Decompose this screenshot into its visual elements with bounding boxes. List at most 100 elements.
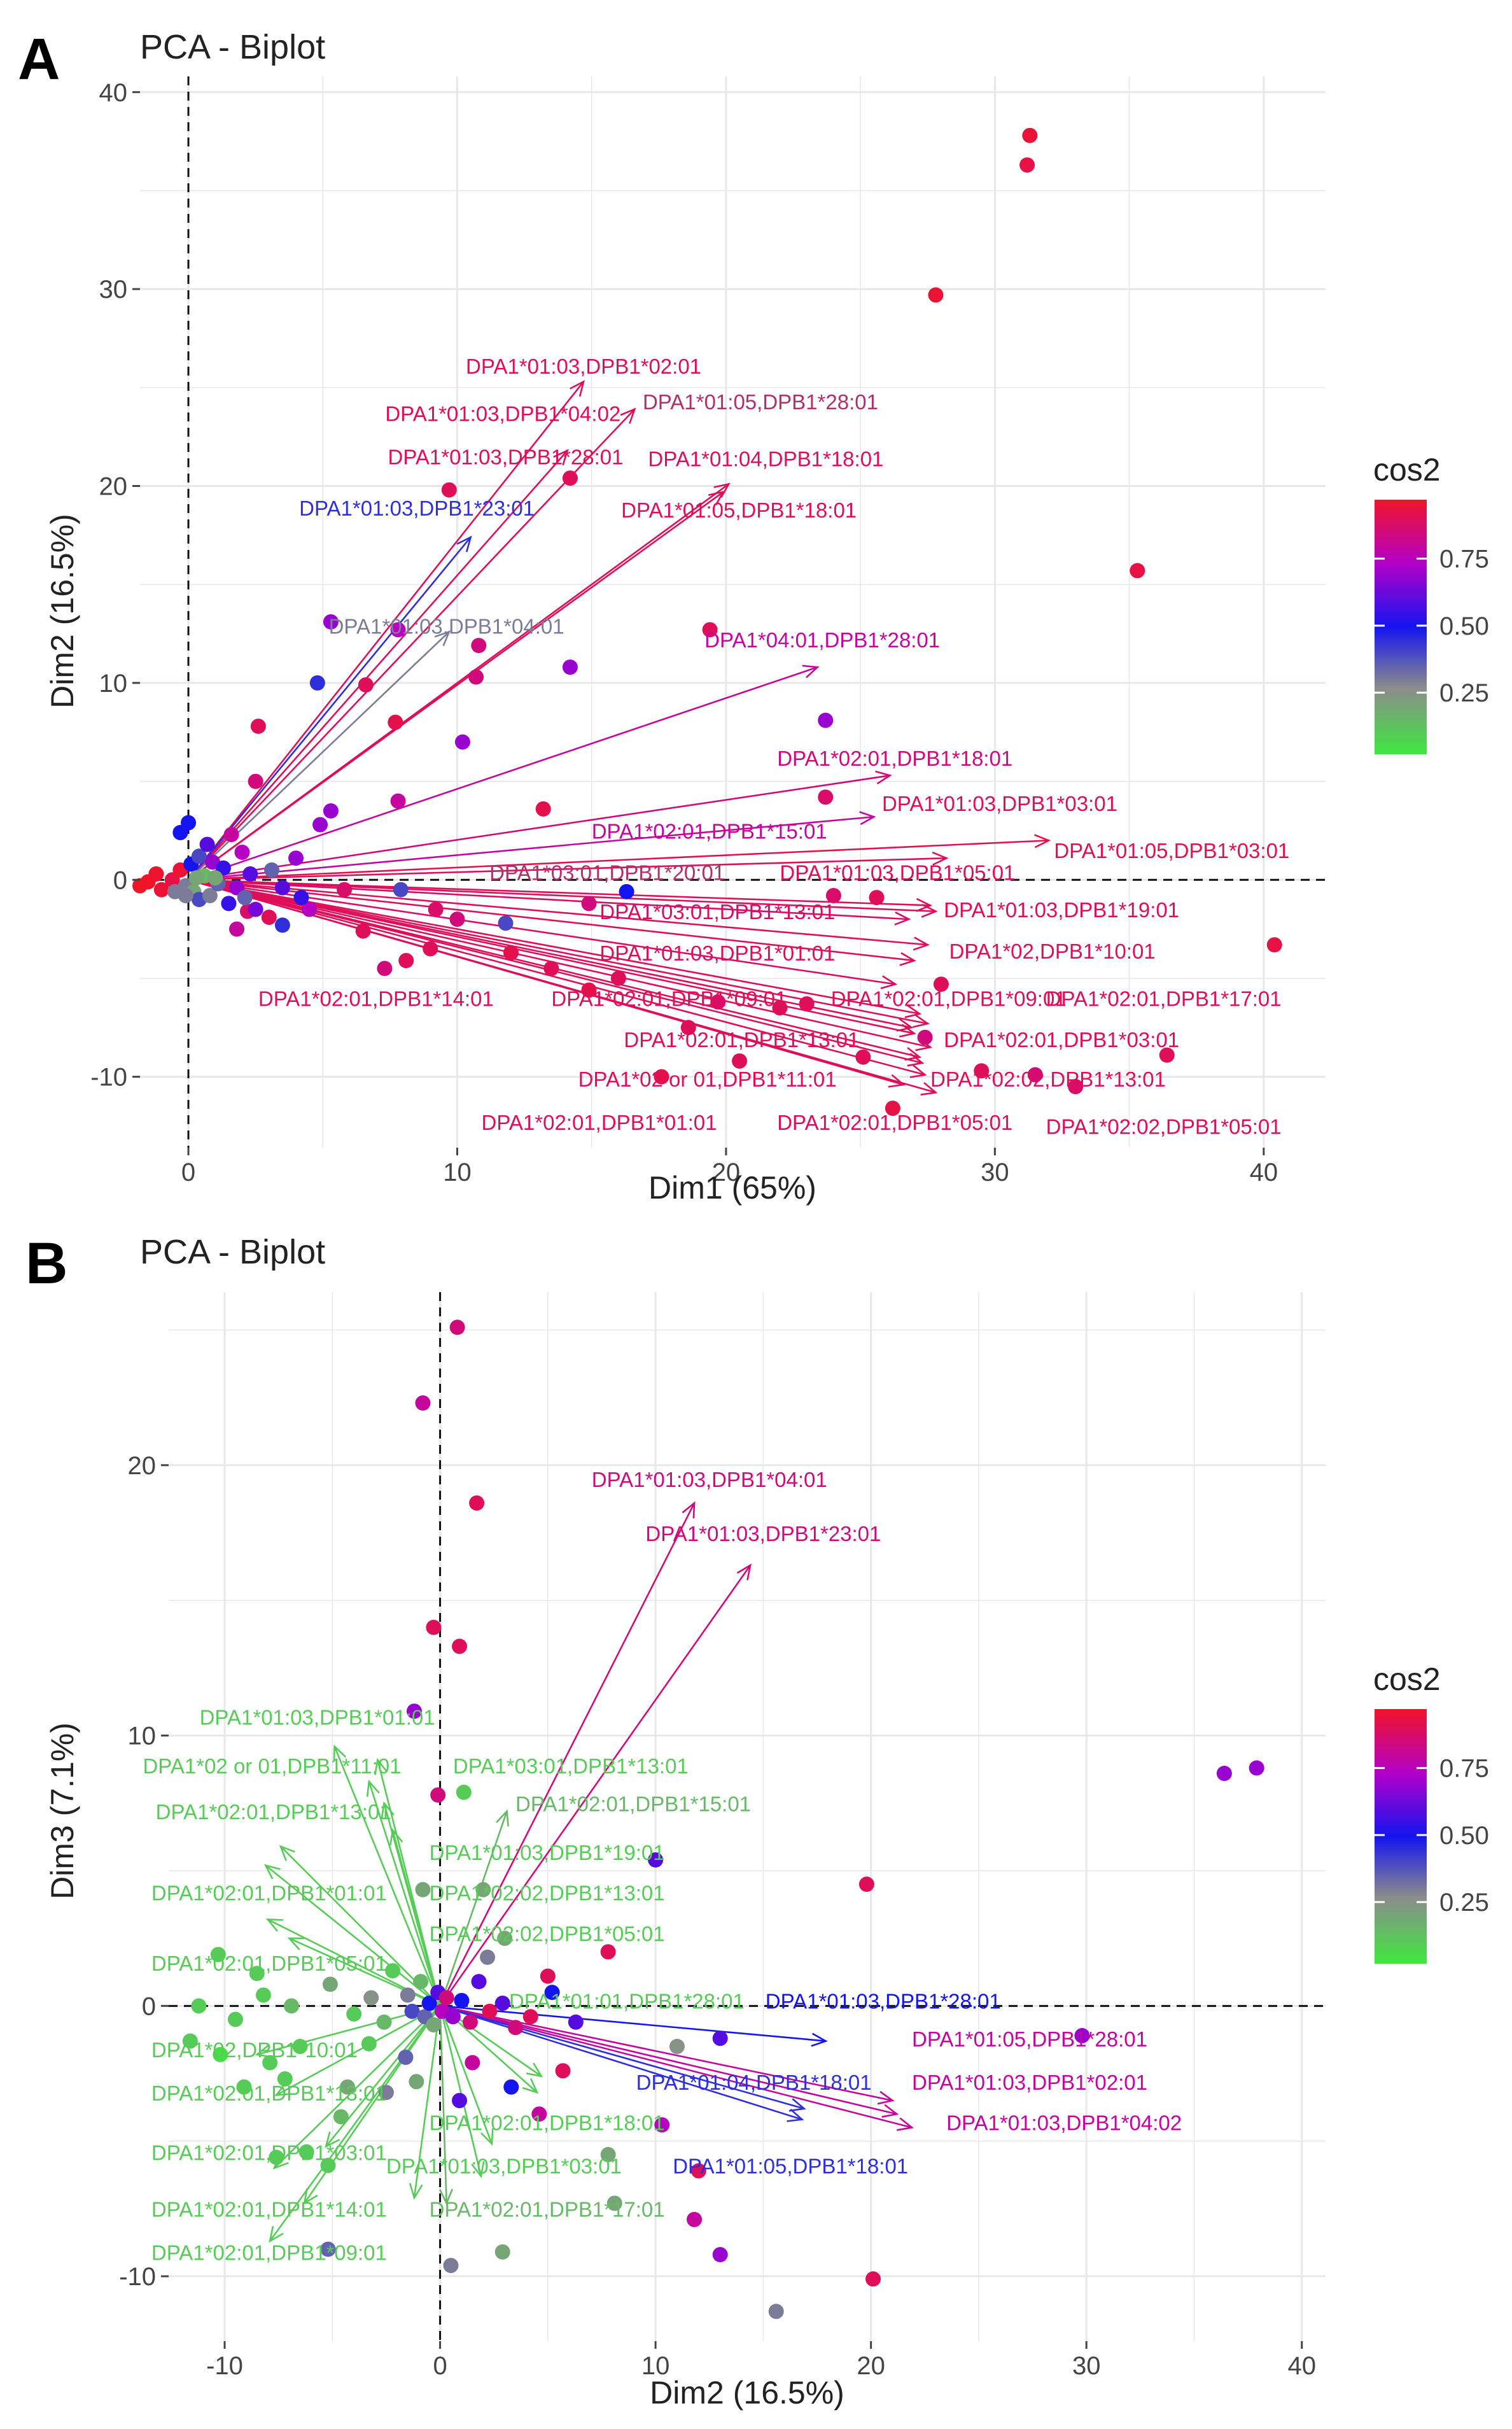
individual-point [322, 1976, 338, 1992]
individual-point [454, 734, 470, 750]
individual-point [1074, 2028, 1090, 2044]
arrow-label: DPA1*02:02,DPB1*13:01 [930, 1067, 1166, 1091]
x-axis-label-b: Dim2 (16.5%) [650, 2375, 844, 2411]
individual-point [468, 669, 484, 685]
arrow-label: DPA1*02:01,DPB1*01:01 [482, 1111, 717, 1134]
individual-point [482, 2003, 498, 2019]
individual-point [562, 470, 578, 486]
individual-point [400, 1987, 416, 2003]
individual-point [181, 815, 197, 831]
individual-point [376, 2014, 392, 2030]
individual-point [269, 2150, 284, 2165]
individual-point [732, 1053, 748, 1069]
individual-point [390, 793, 406, 809]
x-tick-label: 0 [433, 2352, 447, 2380]
reference-lines-b [169, 1292, 1326, 2341]
variable-arrow [440, 2005, 804, 2122]
y-tick: 0 [142, 1992, 169, 2020]
panel-letter-b: B [25, 1231, 67, 1296]
individual-point [1266, 937, 1282, 953]
x-tick-label: 10 [443, 1158, 472, 1186]
individual-point [471, 1974, 487, 1990]
panel-letter-a: A [18, 27, 60, 92]
individual-point [449, 912, 465, 927]
individual-point [298, 2144, 314, 2160]
panel-b: B PCA - Biplot DPA1*01:03,DPB1*04:01DPA1… [25, 1231, 1489, 2411]
individual-point [885, 1101, 900, 1116]
arrow-label: DPA1*02:01,DPB1*05:01 [777, 1111, 1012, 1134]
individual-point [262, 2055, 278, 2071]
arrow-label: DPA1*01:05,DPB1*18:01 [621, 498, 857, 522]
individual-point [865, 2271, 881, 2287]
individual-point [312, 817, 328, 833]
individual-point [648, 1852, 664, 1868]
individual-point [207, 870, 223, 886]
legend-tick-label: 0.25 [1439, 1889, 1489, 1917]
legend-tick: 0.50 [1375, 612, 1489, 640]
x-tick: 0 [181, 1148, 195, 1186]
individual-point [610, 970, 626, 986]
arrow-labels-b: DPA1*01:03,DPB1*04:01 DPA1*01:03,DPB1*23:… [143, 1468, 1182, 2265]
x-tick-label: 10 [641, 2352, 670, 2380]
individual-point [568, 2014, 584, 2030]
arrow-label: DPA1*02:01,DPB1*09:01 [831, 987, 1067, 1010]
arrow-label: DPA1*02:01,DPB1*17:01 [430, 2198, 665, 2221]
plot-panel-b [169, 1292, 1326, 2341]
y-tick-label: 30 [99, 276, 128, 304]
individual-point [452, 2092, 468, 2108]
individual-point [1159, 1047, 1175, 1063]
legend-tick-label: 0.75 [1439, 546, 1489, 574]
variable-arrow [188, 665, 820, 881]
individual-point [355, 923, 371, 939]
individual-point [531, 2106, 547, 2122]
arrow-label: DPA1*01:03,DPB1*01:01 [200, 1706, 435, 1729]
individual-point [426, 1619, 442, 1635]
individual-point [274, 917, 290, 933]
individual-point [543, 961, 559, 976]
individual-point [508, 2020, 524, 2036]
legend-tick-label: 0.25 [1439, 679, 1489, 707]
arrow-label: DPA1*02:01,DPB1*09:01 [551, 987, 787, 1010]
arrow-label: DPA1*02:01,DPB1*15:01 [592, 819, 827, 843]
individual-point [562, 659, 578, 675]
arrow-label: DPA1*01:03,DPB1*23:01 [645, 1522, 881, 1545]
individual-point [415, 1882, 431, 1897]
x-tick: 0 [433, 2341, 447, 2380]
legend-a: cos2 0.75 0.50 0.25 [1373, 452, 1489, 754]
legend-tick-label: 0.50 [1439, 1822, 1489, 1850]
arrow-label: DPA1*02:01,DPB1*13:01 [156, 1800, 391, 1824]
individual-point [199, 836, 215, 852]
arrow-label: DPA1*01:05,DPB1*28:01 [643, 390, 878, 414]
individual-point [606, 2195, 622, 2211]
individual-point [680, 1020, 696, 1036]
individual-point [445, 2009, 461, 2025]
individual-point [462, 2014, 478, 2030]
individual-point [390, 622, 406, 638]
y-tick-label: -10 [90, 1064, 127, 1092]
individual-point [323, 803, 339, 819]
legend-colorbar-a [1375, 500, 1427, 754]
individual-point [213, 2046, 228, 2062]
arrow-label: DPA1*02:01,DPB1*15:01 [515, 1792, 751, 1816]
y-tick: 30 [99, 276, 140, 304]
y-tick: 40 [99, 79, 140, 107]
arrow-label: DPA1*01:03,DPB1*02:01 [466, 355, 701, 378]
individual-point [404, 2003, 420, 2019]
individual-point [869, 890, 885, 906]
individual-point [469, 1495, 485, 1511]
arrow-label: DPA1*01:03,DPB1*03:01 [882, 792, 1117, 815]
individual-point [768, 2304, 784, 2320]
individual-point [480, 1949, 496, 1965]
individual-point [261, 910, 277, 926]
variable-arrow [269, 2005, 441, 2243]
y-axis-label-b: Dim3 (7.1%) [45, 1722, 80, 1899]
arrow-label: DPA1*03:01,DPB1*20:01 [489, 861, 725, 884]
individual-point [544, 1985, 560, 2001]
arrow-label: DPA1*02:02,DPB1*13:01 [430, 1882, 665, 1905]
reference-lines-a [140, 76, 1326, 1148]
individual-point [503, 945, 519, 961]
x-tick-label: -10 [206, 2352, 243, 2380]
x-tick: 30 [1072, 2341, 1100, 2380]
individual-point [443, 2258, 459, 2274]
individual-point [441, 482, 457, 498]
